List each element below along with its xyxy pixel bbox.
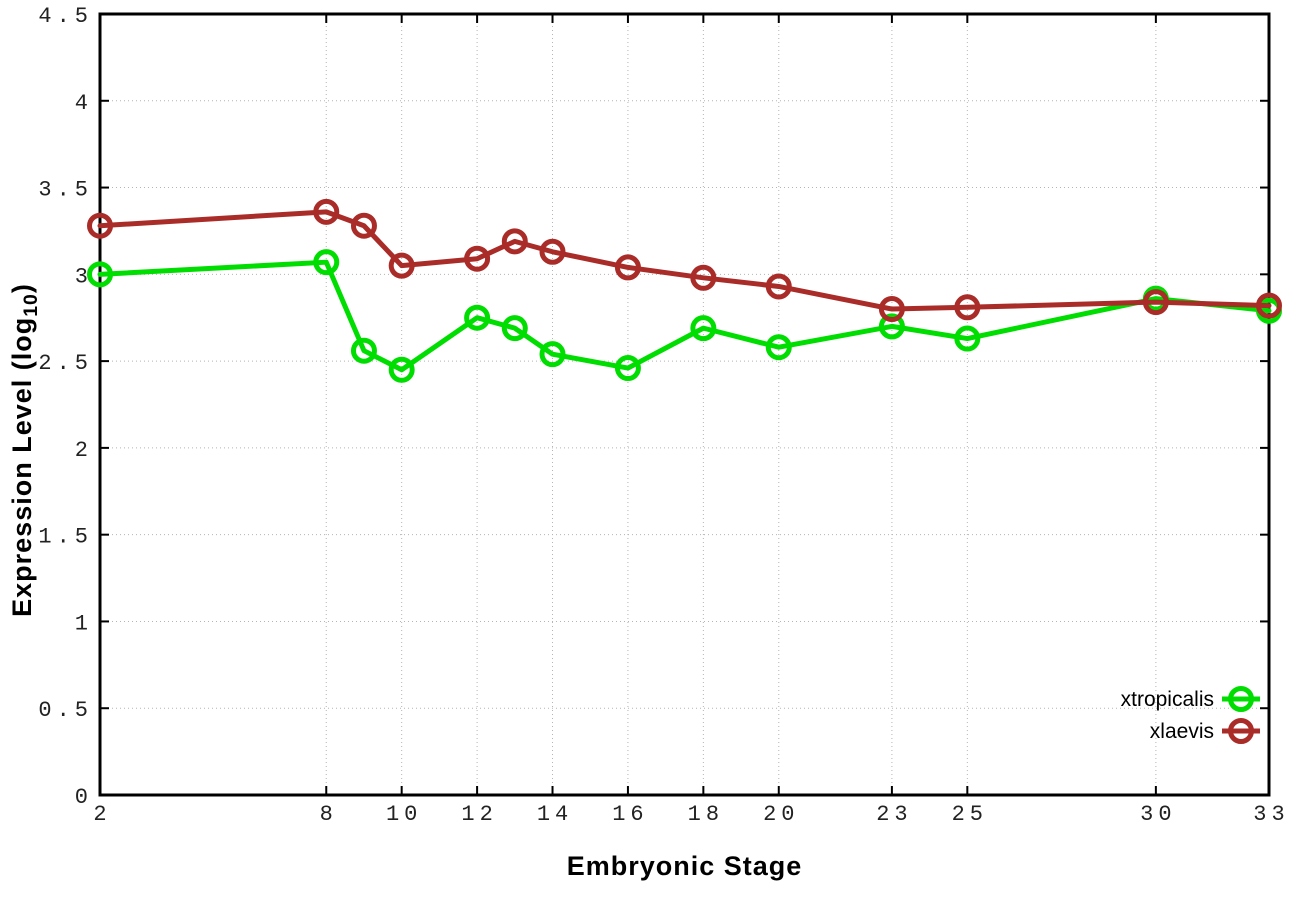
- y-tick-label: 0.5: [38, 698, 93, 723]
- x-tick-label: 14: [537, 802, 573, 827]
- y-axis-title: Expression Level (log10): [7, 283, 43, 617]
- data-point-xlaevis: [1142, 289, 1169, 316]
- x-tick-label: 8: [320, 802, 338, 827]
- x-tick-label: 33: [1253, 802, 1289, 827]
- y-axis-title-main: Expression Level (log: [6, 316, 37, 617]
- legend-marker-xlaevis: [1228, 718, 1254, 744]
- data-point-xlaevis: [954, 294, 981, 321]
- data-point-xlaevis: [501, 228, 528, 255]
- y-axis-title-subscript: 10: [20, 293, 43, 317]
- y-tick-label: 4: [75, 91, 93, 116]
- x-tick-label: 23: [876, 802, 912, 827]
- series-line-xlaevis: [97, 209, 1272, 312]
- y-tick-label: 3.5: [38, 178, 93, 203]
- x-tick-label: 25: [952, 802, 988, 827]
- x-tick-label: 12: [461, 802, 497, 827]
- data-point-xlaevis: [388, 252, 415, 279]
- data-point-xlaevis: [614, 254, 641, 281]
- y-tick-label: 1: [75, 611, 93, 636]
- x-tick-label: 16: [612, 802, 648, 827]
- y-tick-label: 1.5: [38, 525, 93, 550]
- data-point-xlaevis: [539, 238, 566, 265]
- legend-label-xlaevis: xlaevis: [1150, 720, 1214, 743]
- y-tick-label: 2: [75, 438, 93, 463]
- data-point-xlaevis: [87, 212, 113, 239]
- legend-marker-xtropicalis: [1228, 686, 1254, 712]
- data-point-xlaevis: [464, 245, 491, 272]
- data-point-xlaevis: [765, 273, 792, 300]
- y-tick-label: 0: [75, 785, 93, 810]
- plot-border: [98, 12, 1271, 797]
- data-point-xtropicalis: [765, 334, 792, 361]
- data-point-xtropicalis: [313, 249, 340, 276]
- x-axis-title: Embryonic Stage: [566, 851, 803, 881]
- series-line-xtropicalis: [97, 259, 1272, 373]
- data-point-xlaevis: [313, 198, 340, 225]
- x-tick-label: 2: [93, 802, 111, 827]
- legend-label-xtropicalis: xtropicalis: [1121, 688, 1214, 711]
- data-point-xtropicalis: [878, 313, 905, 340]
- y-tick-label: 4.5: [38, 4, 93, 29]
- x-tick-label: 18: [688, 802, 724, 827]
- y-tick-label: 2.5: [38, 351, 93, 376]
- data-point-xtropicalis: [464, 304, 491, 331]
- data-point-xlaevis: [690, 264, 717, 291]
- data-point-xtropicalis: [690, 315, 717, 342]
- data-point-xtropicalis: [501, 315, 528, 342]
- data-point-xtropicalis: [87, 261, 113, 288]
- x-tick-label: 10: [386, 802, 422, 827]
- data-point-xtropicalis: [954, 325, 981, 352]
- data-point-xlaevis: [878, 296, 905, 323]
- data-point-xtropicalis: [350, 337, 377, 364]
- data-point-xtropicalis: [388, 356, 415, 383]
- data-point-xtropicalis: [614, 355, 641, 382]
- y-axis-title-end: ): [6, 283, 37, 294]
- data-point-xlaevis: [350, 212, 377, 239]
- x-tick-label: 30: [1140, 802, 1176, 827]
- data-point-xtropicalis: [539, 341, 566, 368]
- y-tick-label: 3: [75, 264, 93, 289]
- data-point-xlaevis: [1256, 292, 1282, 319]
- x-tick-label: 20: [763, 802, 799, 827]
